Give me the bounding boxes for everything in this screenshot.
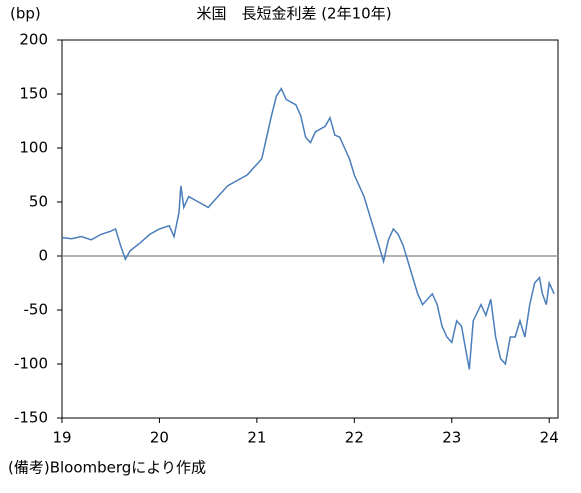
plot-frame	[61, 39, 559, 419]
y-tick-label: 50	[29, 193, 48, 211]
chart-title: 米国 長短金利差 (2年10年)	[196, 5, 391, 23]
x-tick-label: 22	[345, 429, 364, 447]
y-tick-label: 150	[19, 85, 48, 103]
x-tick-label: 23	[442, 429, 461, 447]
x-tick-label: 19	[52, 429, 71, 447]
y-tick-label: 100	[19, 139, 48, 157]
note: (備考)Bloombergにより作成	[8, 459, 206, 477]
x-tick-label: 20	[150, 429, 169, 447]
y-unit: (bp)	[10, 5, 41, 23]
y-tick-label: -100	[14, 355, 48, 373]
x-tick-label: 24	[540, 429, 559, 447]
y-tick-label: -150	[14, 409, 48, 427]
y-tick-label: 200	[19, 31, 48, 49]
y-tick-label: 0	[38, 247, 48, 265]
y-tick-label: -50	[24, 301, 49, 319]
x-tick-label: 21	[247, 429, 266, 447]
data-line	[61, 87, 555, 370]
